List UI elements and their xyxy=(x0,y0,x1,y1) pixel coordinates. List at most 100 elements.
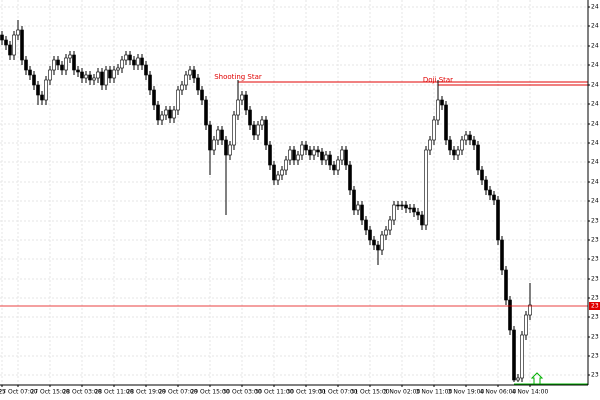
candle-body xyxy=(492,194,496,201)
candle-body xyxy=(464,134,468,141)
x-tick-label: 4 Nov 14:00 xyxy=(512,389,549,396)
candle-body xyxy=(240,94,244,101)
candle-body xyxy=(488,189,492,196)
candle-body xyxy=(320,151,324,161)
candle-body xyxy=(84,74,88,79)
candle-body xyxy=(336,159,340,171)
candle-body xyxy=(376,244,380,251)
y-tick-label: 24 xyxy=(591,140,599,147)
candle-body xyxy=(68,54,72,59)
candle-body xyxy=(28,69,32,76)
x-tick-label: 29 Oct 07:00 xyxy=(158,389,197,396)
candle-body xyxy=(444,104,448,141)
y-tick-label: 23 xyxy=(591,218,599,225)
y-tick-label: 24 xyxy=(591,159,599,166)
candle-body xyxy=(152,89,156,106)
candle-body xyxy=(368,229,372,241)
candle-body xyxy=(384,229,388,236)
y-tick-label: 24 xyxy=(591,179,599,186)
x-tick-label: 4 Nov 06:00 xyxy=(480,389,517,396)
y-tick-label: 23 xyxy=(591,372,599,379)
y-tick-label: 24 xyxy=(591,43,599,50)
candle-body xyxy=(156,104,160,121)
candle-body xyxy=(44,79,48,101)
candle-body xyxy=(16,29,20,36)
candle-body xyxy=(148,74,152,91)
candle-body xyxy=(4,39,8,46)
candle-body xyxy=(104,69,108,86)
candle-body xyxy=(196,77,200,91)
candle-body xyxy=(200,89,204,101)
candle-body xyxy=(468,134,472,141)
candle-body xyxy=(388,219,392,231)
y-tick-label: 24 xyxy=(591,121,599,128)
candle-body xyxy=(12,34,16,56)
y-tick-label: 24 xyxy=(591,4,599,11)
candle-body xyxy=(460,139,464,151)
candle-body xyxy=(168,109,172,119)
x-tick-label: 30 Oct 11:00 xyxy=(254,389,293,396)
y-tick-label: 23 xyxy=(591,314,599,321)
candle-body xyxy=(480,169,484,181)
x-tick-label: 25 xyxy=(0,389,6,396)
candle-body xyxy=(456,149,460,156)
buy-arrow xyxy=(530,372,544,385)
y-tick-label: 24 xyxy=(591,62,599,69)
candle-body xyxy=(92,77,96,81)
x-tick-label: 27 Oct 15:00 xyxy=(30,389,69,396)
candle-body xyxy=(172,109,176,119)
y-tick-label: 23 xyxy=(591,276,599,283)
candle-body xyxy=(160,114,164,121)
x-tick-label: 3 Nov 11:00 xyxy=(416,389,453,396)
candle-body xyxy=(348,164,352,191)
candle-body xyxy=(276,174,280,181)
candle-body xyxy=(412,207,416,213)
x-tick-label: 28 Oct 19:00 xyxy=(126,389,165,396)
y-tick-label: 24 xyxy=(591,82,599,89)
candle-body xyxy=(304,144,308,151)
candle-body xyxy=(128,54,132,61)
candle-body xyxy=(520,334,524,379)
candle-body xyxy=(436,99,440,121)
candle-body xyxy=(324,154,328,161)
y-tick-label: 23 xyxy=(591,256,599,263)
candle-body xyxy=(192,69,196,79)
candle-body xyxy=(164,109,168,116)
candle-body xyxy=(76,69,80,73)
candle-body xyxy=(112,69,116,79)
candle-body xyxy=(424,149,428,226)
candle-body xyxy=(48,69,52,81)
candle-body xyxy=(60,64,64,71)
candle-body xyxy=(400,204,404,207)
candle-body xyxy=(184,74,188,86)
candle-body xyxy=(216,129,220,141)
candle-body xyxy=(280,169,284,176)
candle-body xyxy=(52,59,56,71)
candle-body xyxy=(296,154,300,161)
candle-body xyxy=(360,204,364,221)
candle-body xyxy=(0,34,4,41)
candle-body xyxy=(236,99,240,116)
candle-body xyxy=(396,204,400,207)
candle-body xyxy=(272,164,276,181)
x-tick-label: 28 Oct 03:00 xyxy=(62,389,101,396)
x-tick-label: 3 Nov 02:00 xyxy=(384,389,421,396)
price-tag xyxy=(589,302,600,310)
candle-body xyxy=(208,124,212,151)
candle-body xyxy=(132,59,136,66)
x-tick-label: 29 Oct 15:00 xyxy=(190,389,229,396)
candle-body xyxy=(484,179,488,191)
candle-body xyxy=(120,59,124,69)
candle-body xyxy=(88,74,92,81)
candle-body xyxy=(308,149,312,156)
candle-body xyxy=(392,204,396,221)
candle-body xyxy=(252,124,256,136)
candle-body xyxy=(292,149,296,161)
candle-body xyxy=(204,99,208,126)
y-tick-label: 23 xyxy=(591,334,599,341)
candle-body xyxy=(452,149,456,156)
candle-body xyxy=(316,149,320,153)
candle-body xyxy=(516,377,520,381)
candle-body xyxy=(524,314,528,336)
x-tick-label: 31 Oct 15:00 xyxy=(350,389,389,396)
